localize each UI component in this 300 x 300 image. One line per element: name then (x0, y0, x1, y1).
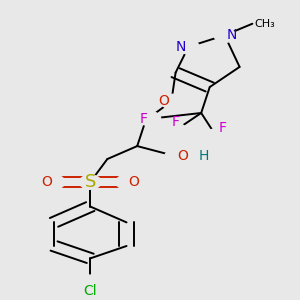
Text: S: S (85, 173, 96, 191)
Text: Cl: Cl (83, 284, 97, 298)
Text: F: F (172, 115, 180, 129)
Text: O: O (178, 149, 189, 163)
Circle shape (80, 175, 101, 189)
Text: N: N (176, 40, 186, 54)
Circle shape (161, 94, 182, 109)
Circle shape (206, 129, 227, 143)
Text: O: O (41, 175, 52, 189)
Text: O: O (129, 175, 140, 189)
Circle shape (165, 149, 186, 164)
Circle shape (44, 175, 65, 189)
Text: CH₃: CH₃ (254, 19, 275, 29)
Text: F: F (140, 112, 148, 126)
Circle shape (139, 112, 161, 126)
Circle shape (214, 28, 235, 42)
Circle shape (165, 123, 186, 137)
Text: F: F (218, 121, 226, 135)
Circle shape (80, 275, 101, 290)
Circle shape (178, 40, 199, 54)
Text: O: O (158, 94, 169, 109)
Circle shape (116, 175, 137, 189)
Text: H: H (199, 149, 209, 163)
Text: N: N (227, 28, 237, 42)
